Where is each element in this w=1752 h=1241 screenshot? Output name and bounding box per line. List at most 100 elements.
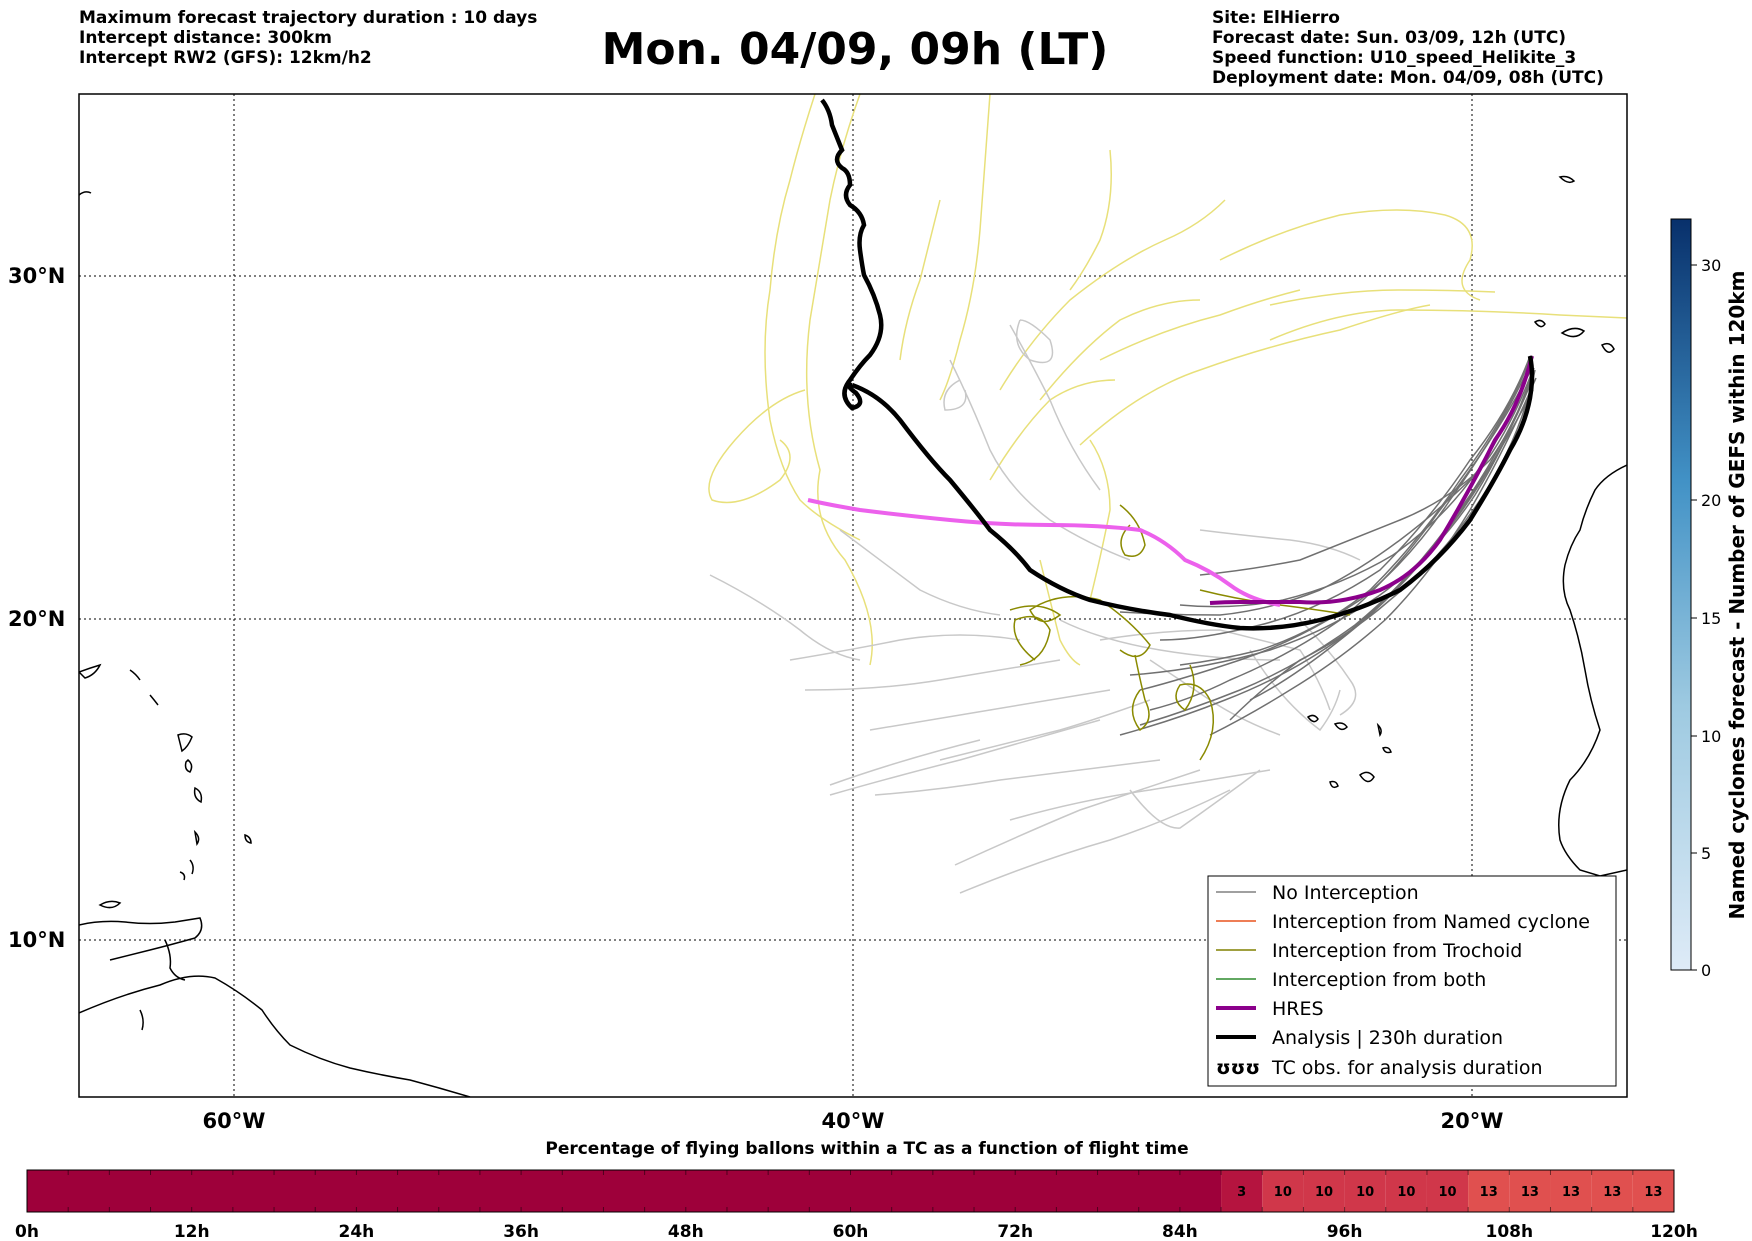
legend-label-both: Interception from both: [1272, 969, 1486, 991]
no-interception-track: [1119, 384, 1531, 736]
trochoid-track: [1119, 504, 1146, 557]
island-madeira: [1558, 175, 1576, 184]
coastline-trinidad: [164, 939, 186, 981]
colorbar-tick-label: 30: [1701, 256, 1721, 275]
bar-segment-label: 13: [1562, 1185, 1580, 1200]
legend-swatch-tc-obs: ʊʊʊ: [1216, 1057, 1260, 1079]
bar-time-label: 24h: [339, 1222, 375, 1241]
colorbar-tick-label: 10: [1701, 727, 1721, 746]
page-title: Mon. 04/09, 09h (LT): [601, 24, 1109, 75]
bar-segment: [1344, 1170, 1386, 1212]
bar-segment-base: [27, 1170, 1222, 1212]
bar-time-label: 12h: [174, 1222, 210, 1241]
bar-time-label: 0h: [15, 1222, 39, 1241]
map-legend: No Interception Interception from Named …: [1207, 875, 1617, 1087]
yellow-track: [1039, 299, 1201, 401]
analysis-track: [851, 355, 1535, 631]
coastlines: [79, 175, 1627, 1097]
deployment-date-text: Deployment date: Mon. 04/09, 08h (UTC): [1212, 68, 1604, 88]
gray-track: [1015, 319, 1054, 364]
yellow-track: [1269, 309, 1627, 341]
trochoid-track: [1175, 664, 1215, 761]
legend-box: [1207, 875, 1617, 1087]
gray-track: [1249, 649, 1341, 732]
colorbar-tick-label: 5: [1701, 844, 1711, 863]
yellow-track: [1079, 304, 1431, 446]
legend-label-named-cyclone: Interception from Named cyclone: [1272, 911, 1590, 933]
bar-segment-label: 10: [1356, 1185, 1374, 1200]
bar-time-label: 48h: [668, 1222, 704, 1241]
no-interception-track: [1119, 371, 1533, 616]
bar-segments: [27, 1170, 1674, 1212]
gray-track: [1009, 769, 1271, 821]
trochoid-track: [1013, 615, 1051, 666]
coastline-south-america: [79, 975, 471, 1097]
legend-label-trochoid: Interception from Trochoid: [1272, 940, 1522, 962]
island-1: [79, 663, 102, 679]
islands-cape-verde: [1306, 714, 1392, 789]
speed-function-text: Speed function: U10_speed_Helikite_3: [1212, 48, 1577, 68]
colorbar-gradient: [1670, 218, 1692, 971]
bar-segment-label: 13: [1603, 1185, 1621, 1200]
forecast-date-text: Forecast date: Sun. 03/09, 12h (UTC): [1212, 28, 1567, 48]
bar-segment: [1591, 1170, 1633, 1212]
gray-track: [939, 699, 1151, 761]
bar-ticks: [26, 1170, 1675, 1212]
gray-track: [949, 359, 1131, 561]
gray-track: [789, 634, 1021, 661]
map-frame: [78, 93, 1628, 1098]
gray-track: [874, 759, 1161, 796]
bar-segment: [1385, 1170, 1427, 1212]
gray-track: [959, 789, 1231, 894]
yellow-trajectories: [708, 94, 1627, 666]
island-azores: [79, 191, 92, 196]
bar-segment-label: 10: [1274, 1185, 1292, 1200]
bar-segment: [1426, 1170, 1469, 1212]
bar-time-label: 72h: [997, 1222, 1033, 1241]
legend-label-no-interception: No Interception: [1272, 882, 1419, 904]
bar-time-labels: 0h 12h 24h 36h 48h 60h 72h 84h 96h 108h 120h: [15, 1222, 1698, 1241]
bar-segment: [1221, 1170, 1263, 1212]
gray-track: [829, 739, 981, 786]
yellow-track: [999, 199, 1226, 391]
gray-track: [943, 379, 967, 411]
island-12: [139, 1009, 144, 1031]
bar-time-label: 108h: [1486, 1222, 1534, 1241]
axis-labels: 30°N 20°N 10°N 60°W 40°W 20°W: [8, 264, 1503, 1133]
yellow-track: [1099, 289, 1301, 361]
colorbar: 0 5 10 15 20 30 Named cyclones forecast …: [1670, 218, 1749, 980]
yellow-track: [805, 94, 873, 666]
lon-label-20: 20°W: [1441, 1109, 1504, 1133]
light-gray-trajectories: [709, 319, 1361, 894]
bar-segment: [1468, 1170, 1510, 1212]
legend-label-hres: HRES: [1272, 998, 1324, 1020]
island-9: [179, 871, 186, 881]
bar-segment-label: 13: [1480, 1185, 1498, 1200]
gray-track: [1009, 324, 1101, 491]
bar-time-label: 84h: [1162, 1222, 1198, 1241]
islands-canary: [1533, 319, 1615, 353]
no-interception-track: [1179, 359, 1531, 666]
lon-label-60: 60°W: [203, 1109, 266, 1133]
bar-segment-label: 10: [1315, 1185, 1333, 1200]
bar-frame: [26, 1169, 1675, 1213]
analysis-loops: [820, 98, 884, 411]
trochoid-track: [1131, 654, 1150, 732]
gray-track: [839, 529, 1001, 616]
colorbar-tick-label: 0: [1701, 961, 1711, 980]
legend-label-analysis: Analysis | 230h duration: [1272, 1027, 1503, 1049]
lon-label-40: 40°W: [822, 1109, 885, 1133]
colorbar-label: Named cyclones forecast - Number of GEFS…: [1725, 271, 1749, 920]
bar-segment-label: 10: [1397, 1185, 1415, 1200]
bar-segment: [1262, 1170, 1304, 1212]
island-3: [149, 694, 159, 706]
no-interception-track: [1159, 355, 1531, 641]
gray-track: [804, 659, 1061, 691]
bar-segment: [1303, 1170, 1345, 1212]
gray-track: [709, 574, 861, 661]
colorbar-tick-label: 15: [1701, 609, 1721, 628]
gray-track: [869, 689, 1111, 731]
bar-segment-label: 13: [1521, 1185, 1539, 1200]
intercept-rw2-text: Intercept RW2 (GFS): 12km/h2: [79, 48, 372, 68]
no-interception-track: [1249, 389, 1534, 701]
